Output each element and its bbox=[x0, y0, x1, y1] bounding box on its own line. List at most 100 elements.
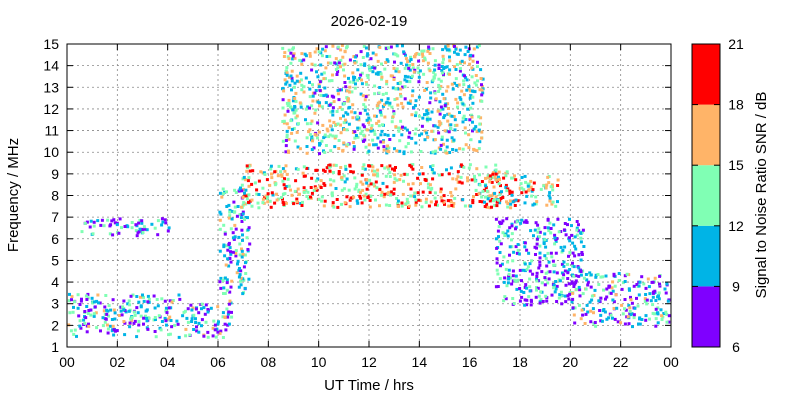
data-cell bbox=[357, 118, 361, 122]
data-cell bbox=[473, 81, 477, 85]
data-cell bbox=[385, 192, 389, 196]
data-cell bbox=[237, 235, 241, 239]
data-cell bbox=[435, 203, 439, 207]
data-cell bbox=[454, 47, 458, 51]
data-cell bbox=[376, 71, 380, 75]
data-cell bbox=[78, 303, 82, 306]
data-cell bbox=[128, 325, 132, 329]
data-cell bbox=[120, 226, 123, 230]
data-cell bbox=[571, 264, 574, 268]
data-cell bbox=[393, 173, 397, 177]
data-cell bbox=[431, 47, 435, 51]
data-cell bbox=[620, 287, 624, 291]
data-cell bbox=[294, 179, 298, 183]
data-cell bbox=[471, 129, 474, 133]
data-cell bbox=[510, 190, 514, 194]
data-cell bbox=[597, 299, 601, 303]
data-cell bbox=[462, 165, 466, 169]
data-cell bbox=[543, 283, 547, 287]
data-cell bbox=[577, 285, 581, 289]
data-cell bbox=[163, 218, 167, 222]
data-cell bbox=[371, 51, 375, 55]
data-cell bbox=[280, 196, 283, 199]
data-cell bbox=[142, 322, 145, 326]
data-cell bbox=[528, 289, 532, 293]
data-cell bbox=[177, 293, 181, 297]
data-cell bbox=[220, 195, 224, 199]
data-cell bbox=[155, 298, 159, 301]
data-cell bbox=[334, 187, 338, 190]
data-cell bbox=[89, 219, 93, 223]
data-cell bbox=[95, 299, 99, 303]
data-cell bbox=[297, 122, 300, 126]
data-cell bbox=[111, 324, 115, 328]
data-cell bbox=[292, 127, 296, 130]
data-cell bbox=[497, 235, 500, 239]
data-cell bbox=[515, 220, 519, 224]
data-cell bbox=[577, 223, 580, 227]
data-cell bbox=[89, 308, 93, 312]
data-cell bbox=[289, 51, 293, 55]
data-cell bbox=[505, 200, 508, 204]
data-cell bbox=[599, 319, 603, 323]
data-cell bbox=[449, 127, 453, 131]
data-cell bbox=[400, 101, 404, 105]
data-cell bbox=[414, 53, 418, 57]
data-cell bbox=[513, 278, 517, 282]
data-cell bbox=[335, 198, 339, 201]
data-cell bbox=[499, 184, 502, 188]
data-cell bbox=[568, 239, 572, 243]
data-cell bbox=[577, 266, 581, 270]
data-cell bbox=[300, 59, 304, 63]
data-cell bbox=[597, 283, 601, 286]
data-cell bbox=[203, 312, 207, 316]
data-cell bbox=[404, 202, 408, 206]
data-cell bbox=[423, 89, 427, 92]
data-cell bbox=[566, 269, 570, 273]
data-cell bbox=[188, 333, 192, 337]
data-cell bbox=[165, 323, 168, 327]
data-cell bbox=[167, 333, 171, 337]
data-cell bbox=[396, 205, 400, 208]
data-cell bbox=[287, 48, 291, 52]
data-cell bbox=[570, 300, 574, 304]
data-cell bbox=[546, 218, 550, 222]
data-cell bbox=[360, 129, 364, 133]
data-cell bbox=[366, 76, 370, 79]
data-cell bbox=[585, 278, 589, 282]
data-cell bbox=[163, 299, 167, 303]
data-cell bbox=[346, 112, 350, 116]
data-cell bbox=[510, 193, 514, 197]
data-cell bbox=[568, 250, 572, 254]
data-cell bbox=[573, 282, 577, 286]
data-cell bbox=[331, 113, 335, 117]
data-cell bbox=[241, 253, 245, 256]
data-cell bbox=[360, 173, 364, 177]
data-cell bbox=[330, 194, 334, 198]
data-cell bbox=[520, 191, 524, 195]
data-cell bbox=[337, 98, 341, 102]
data-cell bbox=[341, 63, 345, 67]
data-cell bbox=[584, 273, 588, 276]
data-cell bbox=[412, 106, 416, 109]
data-cell bbox=[323, 183, 327, 187]
data-cell bbox=[226, 257, 230, 261]
data-cell bbox=[453, 65, 456, 69]
y-tick-label: 5 bbox=[51, 252, 59, 268]
data-cell bbox=[333, 61, 337, 65]
data-cell bbox=[396, 103, 400, 107]
data-cell bbox=[368, 205, 372, 209]
data-cell bbox=[572, 265, 576, 269]
data-cell bbox=[339, 166, 343, 169]
data-cell bbox=[105, 323, 109, 327]
data-cell bbox=[428, 183, 432, 187]
data-cell bbox=[439, 143, 443, 147]
data-cell bbox=[423, 178, 427, 181]
data-cell bbox=[237, 285, 241, 289]
data-cell bbox=[408, 59, 412, 63]
data-cell bbox=[554, 287, 558, 291]
data-cell bbox=[426, 49, 430, 53]
y-tick-label: 3 bbox=[51, 296, 59, 312]
data-cell bbox=[319, 51, 323, 55]
data-cell bbox=[160, 223, 164, 227]
